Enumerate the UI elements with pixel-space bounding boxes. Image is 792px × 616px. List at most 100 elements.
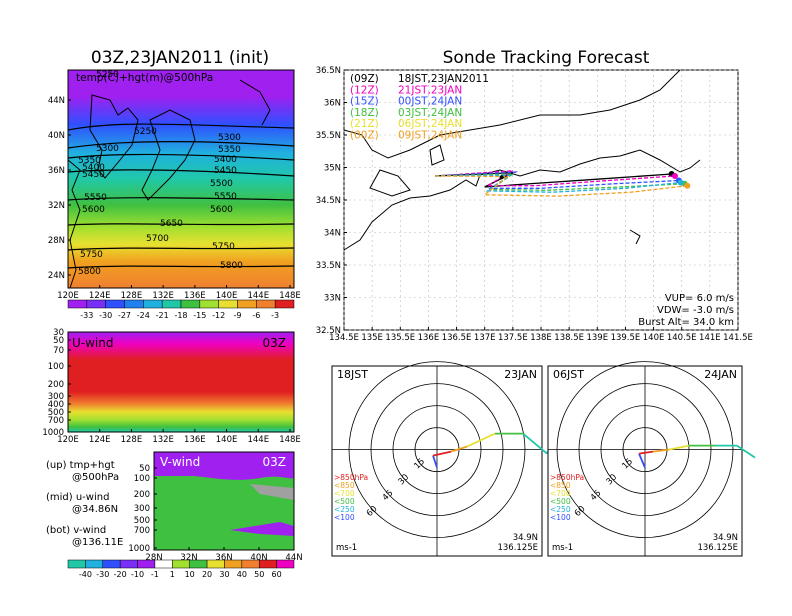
colorbar-label: -3 bbox=[271, 311, 279, 320]
coast-north bbox=[343, 69, 681, 159]
x-tick-label: 136.5E bbox=[442, 333, 472, 343]
y-tick-label: 1000 bbox=[128, 544, 150, 554]
x-tick-label: 136E bbox=[184, 291, 206, 301]
colorbar-swatch bbox=[172, 559, 190, 569]
y-tick-label: 30 bbox=[53, 328, 64, 338]
v-wind-grey bbox=[250, 484, 294, 500]
x-tick-label: 148E bbox=[279, 435, 301, 445]
colorbar-swatch bbox=[137, 559, 156, 569]
hodo-lat: 34.9N bbox=[513, 533, 538, 543]
track-line bbox=[435, 171, 679, 189]
colorbar-label: -40 bbox=[79, 570, 92, 579]
colorbar-swatch bbox=[218, 299, 238, 309]
contour-label: 5700 bbox=[146, 234, 169, 244]
colorbar-label: -10 bbox=[131, 570, 144, 579]
contour-label: 5250 bbox=[134, 127, 157, 137]
x-tick-label: 136E bbox=[418, 333, 440, 343]
u-wind-panel: 03Z U-wind 120E 124E 128E 132E 136E 140E 144E 1… bbox=[42, 328, 300, 445]
x-tick-label: 137E bbox=[474, 333, 496, 343]
x-tick-label: 144E bbox=[247, 435, 269, 445]
contour-label: 5300 bbox=[96, 144, 119, 154]
contour-5300 bbox=[67, 141, 295, 149]
coast-shikoku bbox=[369, 169, 411, 197]
colorbar-swatch bbox=[180, 299, 201, 309]
colorbar-swatch bbox=[67, 559, 86, 569]
colorbar-label: -24 bbox=[137, 311, 150, 320]
y-tick-label: 200 bbox=[48, 380, 64, 390]
y-tick-label: 34.5N bbox=[316, 196, 341, 206]
colorbar-swatch bbox=[276, 559, 295, 569]
x-tick-label: 135.5E bbox=[385, 333, 415, 343]
colorbar-label: -12 bbox=[212, 311, 225, 320]
temp-hgt-map-panel: 5250 5250 5300 5300 5350 5350 5400 5400 … bbox=[48, 69, 301, 320]
u-wind-x-ticks: 120E 124E 128E 132E 136E 140E 144E 148E bbox=[57, 429, 301, 445]
colorbar-swatch bbox=[102, 559, 121, 569]
launch-params: VUP= 6.0 m/s VDW= -3.0 m/s Burst Alt= 34… bbox=[638, 293, 734, 328]
x-tick-label: 40N bbox=[250, 553, 267, 563]
contour-label: 5550 bbox=[214, 192, 237, 202]
u-wind-field bbox=[68, 332, 294, 432]
colorbar-label: 60 bbox=[272, 570, 282, 579]
contour-label: 5450 bbox=[214, 166, 237, 176]
colorbar-label: -1 bbox=[151, 570, 159, 579]
contour-labels: 5250 5250 5300 5300 5350 5350 5400 5400 … bbox=[78, 70, 243, 277]
hodo-level-label: <700 bbox=[334, 489, 355, 498]
x-tick-label: 135E bbox=[361, 333, 383, 343]
x-tick-label: 120E bbox=[57, 291, 79, 301]
hodo-level-label: <100 bbox=[334, 513, 355, 522]
x-tick-label: 137.5E bbox=[498, 333, 528, 343]
legend-time: 09JST,24JAN bbox=[398, 130, 462, 142]
contour-label: 5600 bbox=[210, 205, 233, 215]
contour-label: 5650 bbox=[160, 219, 183, 229]
colorbar-label: 1 bbox=[170, 570, 175, 579]
map-y-ticks: 44N 40N 36N 32N 28N 24N bbox=[48, 96, 71, 281]
x-tick-label: 132E bbox=[152, 291, 174, 301]
y-tick-label: 70 bbox=[53, 346, 64, 356]
colorbar-swatch bbox=[143, 299, 163, 309]
contour-label: 5300 bbox=[218, 133, 241, 143]
legend-code: (00Z) bbox=[350, 130, 379, 142]
contour-label: 5800 bbox=[220, 261, 243, 271]
y-tick-label: 400 bbox=[48, 400, 64, 410]
colorbar-swatch bbox=[258, 559, 277, 569]
coast-island bbox=[629, 229, 641, 245]
colorbar-swatch bbox=[67, 299, 88, 309]
colorbar-swatch bbox=[199, 299, 219, 309]
colorbar-label: -27 bbox=[118, 311, 131, 320]
hodo-date: 24JAN bbox=[704, 368, 737, 381]
x-tick-label: 139E bbox=[586, 333, 608, 343]
colorbar-swatch bbox=[154, 559, 173, 569]
legend-code: (18Z) bbox=[350, 107, 379, 119]
contour-label: 5400 bbox=[82, 163, 105, 173]
track-end-point bbox=[677, 179, 684, 186]
colorbar-label: -6 bbox=[252, 311, 260, 320]
contour-5500 bbox=[67, 169, 295, 177]
colorbar-label: 20 bbox=[202, 570, 212, 579]
note-bot: (bot) v-wind bbox=[46, 525, 106, 536]
contour-5600 bbox=[67, 197, 295, 201]
launch-point bbox=[499, 175, 504, 180]
contour-label: 5750 bbox=[80, 250, 103, 260]
contour-5800 bbox=[67, 265, 295, 269]
track-line bbox=[435, 174, 681, 193]
y-tick-label: 700 bbox=[48, 416, 64, 426]
hodo-lat: 34.9N bbox=[713, 533, 738, 543]
x-tick-label: 141E bbox=[699, 333, 721, 343]
x-tick-label: 124E bbox=[89, 291, 111, 301]
contour-label: 5600 bbox=[82, 205, 105, 215]
v-wind-upper-band bbox=[154, 452, 294, 480]
x-tick-label: 148E bbox=[279, 291, 301, 301]
u-wind-frame bbox=[67, 331, 295, 433]
contour-label: 5750 bbox=[212, 242, 235, 252]
colorbar-label: -18 bbox=[174, 311, 187, 320]
hodo-level-label: <850 bbox=[334, 481, 355, 490]
legend-time: 06JST,24JAN bbox=[398, 118, 462, 130]
korea-coast bbox=[89, 94, 139, 179]
y-tick-label: 100 bbox=[48, 362, 64, 372]
v-wind-title: V-wind bbox=[160, 455, 200, 469]
u-wind-title: U-wind bbox=[72, 336, 113, 350]
contour-5400 bbox=[67, 153, 295, 161]
